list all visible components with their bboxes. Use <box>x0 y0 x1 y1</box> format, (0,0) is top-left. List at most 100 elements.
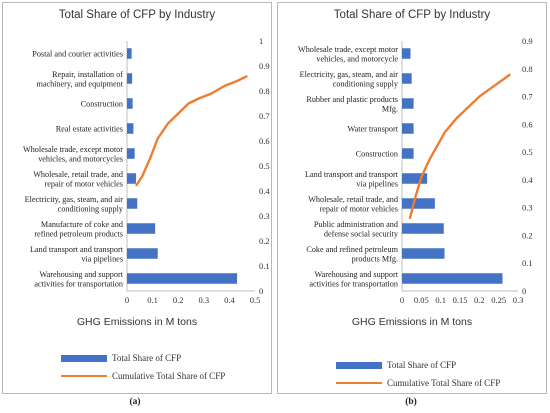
bar <box>402 173 428 184</box>
legend-line-swatch <box>61 375 107 377</box>
caption-b: (b) <box>405 397 417 407</box>
bar <box>127 73 133 84</box>
category-label: conditioning supply <box>333 79 399 88</box>
legend-item-bar: Total Share of CFP <box>61 353 181 363</box>
category-label: Postal and courier activities <box>32 50 123 59</box>
bar <box>127 273 238 284</box>
legend-item-line: Cumulative Total Share of CFP <box>336 378 500 388</box>
legend-bar-swatch <box>336 361 382 369</box>
category-label: repair of motor vehicles <box>45 179 123 188</box>
x-tick-label: 0.1 <box>435 295 446 305</box>
secondary-y-tick-label: 0.5 <box>259 161 270 171</box>
chart-plot-b: 0 0.05 0.1 0.15 0.2 0.25 0.300.10.20.30.40.50.… <box>298 36 533 305</box>
bar <box>402 148 414 159</box>
x-tick-label: 0.15 <box>453 295 468 305</box>
bar <box>127 173 136 184</box>
x-tick-label: 0 <box>125 295 129 305</box>
bar <box>402 98 414 109</box>
secondary-y-tick-label: 0.3 <box>522 203 533 213</box>
category-label: conditioning supply <box>58 204 124 213</box>
x-tick-label: 0.3 <box>198 295 209 305</box>
bar <box>127 123 134 134</box>
secondary-y-tick-label: 0 <box>522 286 526 296</box>
bar <box>127 148 135 159</box>
x-axis-label: GHG Emissions in M tons <box>351 316 473 328</box>
chart-panel-b: Total Share of CFP by Industry 0 0.05 0.1 0… <box>277 2 547 394</box>
x-tick-label: 0.3 <box>513 295 524 305</box>
legend-line-label: Cumulative Total Share of CFP <box>387 378 501 388</box>
legend-bar-swatch <box>61 354 107 362</box>
x-tick-label: 0.4 <box>224 295 235 305</box>
secondary-y-tick-label: 0.9 <box>522 36 533 46</box>
category-label: Warehousing and support <box>40 270 124 279</box>
category-label: Repair, installation of <box>52 70 123 79</box>
chart-title: Total Share of CFP by Industry <box>333 9 491 21</box>
secondary-y-tick-label: 0.4 <box>522 175 533 185</box>
category-label: machinery, and equipment <box>36 79 123 88</box>
secondary-y-tick-label: 0.4 <box>259 186 270 196</box>
x-axis-label: GHG Emissions in M tons <box>76 316 198 328</box>
legend-line-label: Cumulative Total Share of CFP <box>112 371 226 381</box>
category-label: Land transport and transport <box>305 170 399 179</box>
category-label: products Mfg. <box>352 254 398 263</box>
category-label: Electricity, gas, steam, and air <box>300 70 399 79</box>
cumulative-line <box>134 74 248 187</box>
bar <box>402 223 444 234</box>
chart-panel-a: Total Share of CFP by Industry 0 0.1 0.2 0.… <box>2 2 272 394</box>
category-label: via pipelines <box>81 254 123 263</box>
category-label: refined petroleum products <box>34 229 123 238</box>
category-label: Water transport <box>348 125 399 134</box>
bar <box>402 48 411 59</box>
bar <box>402 73 412 84</box>
category-label: repair of motor vehicles <box>320 204 398 213</box>
x-tick-label: 0 <box>400 295 404 305</box>
category-label: activities for transportation <box>34 279 123 288</box>
category-label: Electricity, gas, steam, and air <box>25 195 124 204</box>
category-label: Coke and refined petroleum <box>306 245 398 254</box>
bar <box>127 98 133 109</box>
category-label: Land transport and transport <box>30 245 124 254</box>
category-label: defense social security <box>324 229 399 238</box>
category-label: Construction <box>81 100 123 109</box>
secondary-y-tick-label: 0.2 <box>522 230 533 240</box>
secondary-y-tick-label: 0.6 <box>522 119 533 129</box>
bar <box>402 248 445 259</box>
secondary-y-tick-label: 0.7 <box>522 92 533 102</box>
category-label: Wholesale trade, except motor <box>298 45 398 54</box>
category-label: via pipelines <box>356 179 398 188</box>
x-tick-label: 0.2 <box>474 295 485 305</box>
secondary-y-tick-label: 0.8 <box>259 86 270 96</box>
legend-bar-label: Total Share of CFP <box>112 353 182 363</box>
category-label: activities for transportation <box>309 279 398 288</box>
category-label: Warehousing and support <box>315 270 399 279</box>
secondary-y-tick-label: 1 <box>259 36 263 46</box>
bar <box>402 273 503 284</box>
secondary-y-tick-label: 0.8 <box>522 64 533 74</box>
secondary-y-tick-label: 0.1 <box>259 261 270 271</box>
bar <box>127 198 138 209</box>
secondary-y-tick-label: 0.6 <box>259 136 270 146</box>
chart-title: Total Share of CFP by Industry <box>58 9 216 21</box>
x-tick-label: 0.1 <box>147 295 158 305</box>
category-label: vehicles, and motorcycles <box>38 154 123 163</box>
caption-a: (a) <box>129 397 141 407</box>
legend-line-swatch <box>336 382 382 384</box>
secondary-y-tick-label: 0.3 <box>259 211 270 221</box>
category-label: Manufacture of coke and <box>41 220 123 229</box>
category-label: Public administration and <box>314 220 398 229</box>
x-tick-label: 0.2 <box>173 295 184 305</box>
bar <box>127 223 156 234</box>
secondary-y-tick-label: 0.1 <box>522 258 533 268</box>
secondary-y-tick-label: 0.5 <box>522 147 533 157</box>
legend-bar-label: Total Share of CFP <box>387 360 457 370</box>
x-tick-label: 0.5 <box>250 295 261 305</box>
bar <box>402 123 414 134</box>
secondary-y-tick-label: 0.9 <box>259 61 270 71</box>
chart-plot-a: 0 0.1 0.2 0.3 0.4 0.500.10.20.30.40.50.60.70.… <box>23 36 270 305</box>
category-label: Wholesale, retail trade, and <box>33 170 123 179</box>
category-label: Rubber and plastic products <box>306 95 398 104</box>
x-tick-label: 0.25 <box>491 295 506 305</box>
category-label: vehicles, and motorcycle <box>316 54 398 63</box>
category-label: Wholesale trade, except motor <box>23 145 123 154</box>
category-label: Real estate activities <box>56 125 123 134</box>
